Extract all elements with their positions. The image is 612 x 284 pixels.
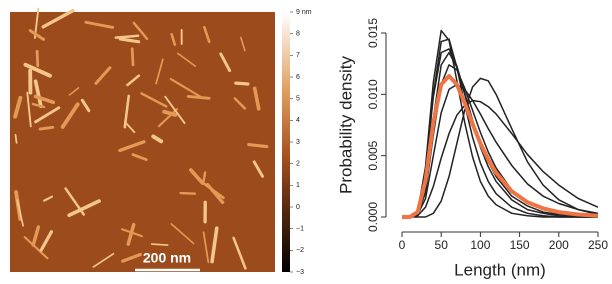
rod [152,244,168,245]
y-tick-label: 0.015 [366,18,380,48]
x-tick-label: 0 [399,238,406,252]
x-tick-label: 50 [435,238,449,252]
colorbar-tick-label: 4 [296,117,300,124]
colorbar-tick-label: 0 [296,204,300,211]
y-tick-label: 0.005 [366,140,380,170]
x-tick-label: 150 [510,238,530,252]
x-axis-label: Length (nm) [454,260,546,279]
y-tick-label: 0.000 [366,202,380,232]
rod [236,83,248,84]
y-axis-label: Probability density [336,56,355,194]
colorbar-tick-label: −3 [296,269,304,276]
rod [40,127,53,129]
y-tick-label: 0.010 [366,79,380,109]
colorbar-tick-label: 8 [296,31,300,38]
figure: 200 nm 9 nm 8 7 6 5 4 3 2 1 0 −1 −2 −3 0.000 0.005 0.01… [0,0,612,284]
colorbar-tick-label: 2 [296,161,300,168]
colorbar-tick-label: 7 [296,52,300,59]
rod [16,135,17,143]
colorbar-tick-label: 5 [296,96,300,103]
rod [188,96,209,98]
colorbar-tick-label: 1 [296,182,300,189]
colorbar-tick-label: 6 [296,74,300,81]
rod [181,193,195,194]
x-tick-label: 250 [588,238,608,252]
colorbar [282,12,290,272]
rod [132,49,133,65]
rod [37,51,38,66]
x-tick-label: 100 [470,238,490,252]
scale-bar-label: 200 nm [143,250,191,266]
colorbar-tick-label: −1 [296,226,304,233]
x-tick-label: 200 [549,238,569,252]
colorbar-tick-label: 9 nm [296,9,312,16]
rod [204,173,205,182]
rod [249,145,267,147]
colorbar-tick-label: −2 [296,247,304,254]
colorbar-tick-label: 3 [296,139,300,146]
